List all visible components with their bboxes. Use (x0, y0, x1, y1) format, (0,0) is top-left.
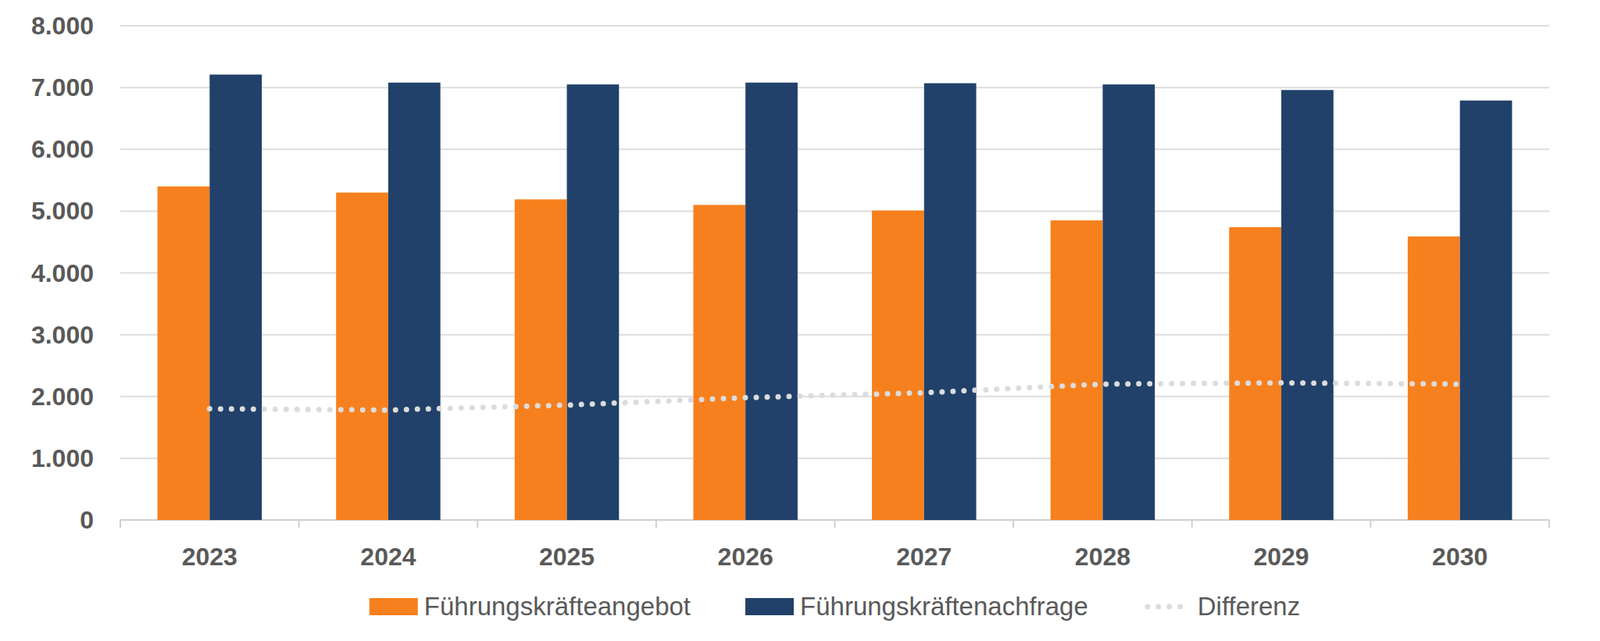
legend-swatch (1147, 604, 1187, 611)
bar (388, 82, 441, 521)
x-tick-label: 2023 (182, 542, 238, 572)
x-tick-label: 2026 (717, 542, 774, 572)
grid-line (120, 86, 1550, 89)
bar (1050, 220, 1104, 521)
legend-swatch (745, 598, 794, 616)
x-tick (834, 520, 836, 529)
y-tick-label: 1.000 (31, 444, 94, 473)
grid-line (120, 210, 1550, 212)
bar (209, 75, 262, 521)
x-tick-label: 2028 (1075, 542, 1131, 572)
bar (1281, 89, 1334, 521)
chart: 0 1.000 2.000 3.000 4.000 5.000 6.000 7.000 8.00… (0, 0, 1600, 641)
bar (335, 192, 389, 521)
x-tick (1012, 520, 1015, 529)
bar (1228, 227, 1282, 521)
x-tick-label: 2029 (1253, 542, 1309, 572)
x-tick (1191, 520, 1193, 529)
legend-item: Führungskräfteangebot (369, 592, 691, 622)
x-tick (1548, 520, 1550, 529)
bar (692, 204, 746, 521)
x-tick-label: 2027 (896, 542, 952, 572)
x-tick (119, 520, 122, 529)
legend-item: Differenz (1147, 592, 1300, 622)
grid-line (120, 457, 1550, 460)
bar (514, 199, 568, 521)
bar (1407, 236, 1461, 521)
legend-label: Führungskräfteangebot (424, 592, 691, 622)
bar (157, 186, 211, 521)
x-tick (476, 520, 479, 529)
x-tick (298, 520, 300, 529)
bar (567, 84, 620, 521)
x-tick-label: 2024 (360, 542, 416, 572)
y-tick-label: 8.000 (31, 11, 94, 40)
grid-line (120, 334, 1550, 336)
x-tick (655, 520, 658, 529)
grid-line (120, 148, 1550, 150)
bar (924, 83, 977, 521)
legend-item: Führungskräftenachfrage (745, 592, 1089, 622)
bar (1460, 100, 1513, 521)
y-tick-label: 7.000 (31, 73, 94, 102)
plot-marks (157, 75, 1513, 521)
y-tick-label: 6.000 (31, 135, 94, 164)
bar (1102, 84, 1155, 521)
legend: Führungskräfteangebot Führungskräftenachf… (369, 592, 1300, 622)
legend-label: Differenz (1197, 592, 1300, 622)
line (209, 382, 1460, 411)
x-tick-label: 2030 (1432, 542, 1488, 572)
y-tick-label: 0 (79, 506, 94, 535)
y-tick-label: 5.000 (31, 196, 94, 225)
legend-swatch (369, 598, 418, 616)
bar (871, 210, 925, 521)
grid-line (120, 25, 1550, 27)
legend-label: Führungskräftenachfrage (800, 592, 1089, 622)
y-tick-label: 3.000 (31, 321, 94, 350)
grid-line (120, 272, 1550, 275)
x-tick-label: 2025 (539, 542, 595, 572)
x-tick (1369, 520, 1372, 529)
bar (745, 82, 798, 521)
y-tick-label: 2.000 (31, 382, 94, 411)
y-tick-label: 4.000 (31, 259, 94, 288)
